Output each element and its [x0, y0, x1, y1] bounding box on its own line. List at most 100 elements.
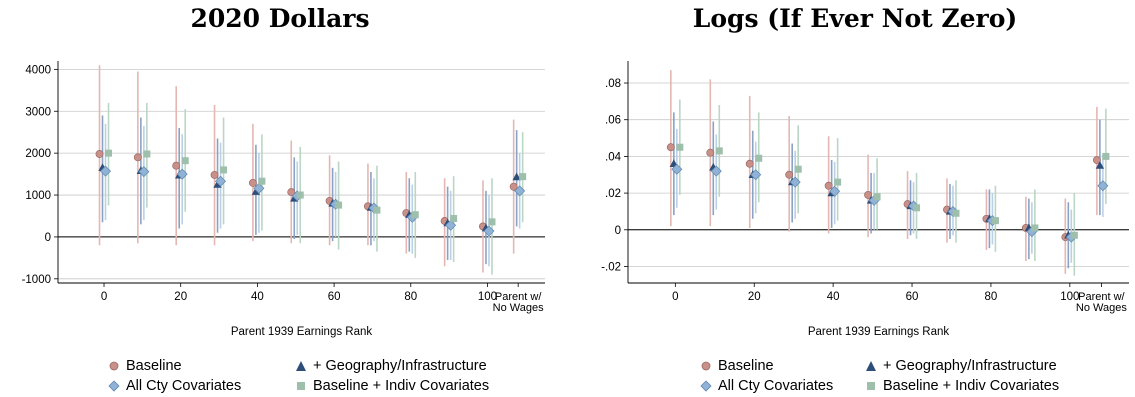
legend-label: All Cty Covariates — [126, 378, 242, 394]
legend-label: Baseline + Indiv Covariates — [313, 378, 490, 394]
legend-label: + Geography/Infrastructure — [313, 358, 487, 374]
x-axis-label: Parent 1939 Earnings Rank — [231, 326, 373, 338]
data-point-all-cty — [514, 185, 526, 197]
data-point-indiv — [258, 177, 266, 185]
legend-item-geography: + Geography/Infrastructure — [865, 358, 1057, 374]
data-point-indiv — [411, 211, 419, 219]
data-point-indiv — [450, 214, 458, 222]
data-point-baseline — [745, 159, 754, 168]
legend-label: Baseline + Indiv Covariates — [883, 378, 1060, 394]
chart-title: 2020 Dollars — [190, 4, 370, 33]
data-point-all-cty — [215, 175, 227, 187]
y-tick-label: -.02 — [601, 261, 621, 273]
data-point-all-cty — [138, 166, 150, 178]
data-point-baseline — [1092, 156, 1101, 165]
x-tick-label: Parent w/ — [1078, 291, 1125, 303]
x-tick-label: No Wages — [1076, 302, 1127, 314]
data-point-baseline — [824, 181, 833, 190]
data-point-all-cty — [750, 169, 762, 181]
data-point-indiv — [488, 218, 496, 226]
data-point-indiv — [181, 157, 189, 165]
data-point-indiv — [834, 178, 842, 186]
legend-item-indiv: Baseline + Indiv Covariates — [295, 378, 489, 394]
data-point-indiv — [296, 191, 304, 199]
data-point-baseline — [287, 188, 296, 197]
diamond-marker-icon — [108, 380, 120, 392]
data-point-indiv — [519, 173, 527, 181]
data-point-geography — [213, 180, 222, 188]
legend-label: All Cty Covariates — [718, 378, 834, 394]
legend-label: Baseline — [126, 358, 182, 374]
circle-marker-icon — [109, 361, 119, 371]
data-point-baseline — [95, 150, 104, 158]
data-point-indiv — [335, 201, 343, 209]
chart-panel-dollars: 2020 Dollars -1000 0 1000 2000 3000 4000 0 20 40… — [0, 0, 560, 397]
data-point-baseline — [133, 153, 142, 162]
data-point-baseline — [172, 161, 181, 170]
data-point-baseline — [706, 148, 715, 157]
triangle-marker-icon — [296, 361, 306, 372]
data-point-indiv — [220, 166, 228, 174]
x-tick-label: 100 — [478, 291, 497, 303]
legend-item-indiv: Baseline + Indiv Covariates — [865, 378, 1059, 394]
legend-item-all-cty: All Cty Covariates — [700, 378, 833, 394]
x-tick-label: No Wages — [493, 302, 544, 314]
y-tick-label: .08 — [605, 78, 621, 90]
data-point-all-cty — [445, 219, 457, 231]
y-tick-label: 1000 — [25, 190, 51, 202]
y-tick-label: -1000 — [22, 274, 51, 286]
data-point-all-cty — [176, 168, 188, 180]
data-point-all-cty — [100, 165, 112, 177]
x-tick-label: 80 — [404, 291, 417, 303]
chart-panel-logs: Logs (If Ever Not Zero) -.02 0 .02 .04 .06 .0… — [575, 0, 1135, 397]
data-point-indiv — [1102, 152, 1110, 160]
data-point-indiv — [373, 206, 381, 214]
data-point-baseline — [864, 190, 873, 199]
data-point-all-cty — [253, 182, 265, 194]
y-tick-label: .02 — [605, 188, 621, 200]
x-tick-label: 0 — [101, 291, 107, 303]
legend-label: + Geography/Infrastructure — [883, 358, 1057, 374]
legend-item-baseline: Baseline — [700, 358, 774, 374]
y-tick-label: 2000 — [25, 148, 51, 160]
data-point-indiv — [952, 209, 960, 217]
x-tick-label: 60 — [906, 291, 919, 303]
legend-label: Baseline — [718, 358, 774, 374]
data-point-indiv — [755, 154, 763, 162]
y-tick-label: 0 — [615, 225, 621, 237]
square-marker-icon — [297, 382, 305, 391]
legend-item-all-cty: All Cty Covariates — [108, 378, 241, 394]
y-tick-label: 3000 — [25, 106, 51, 118]
x-tick-label: 100 — [1060, 291, 1079, 303]
circle-marker-icon — [701, 361, 711, 371]
data-point-all-cty — [483, 225, 495, 237]
data-point-indiv — [991, 217, 999, 225]
data-point-baseline — [210, 170, 219, 179]
data-point-baseline — [248, 178, 257, 187]
data-point-indiv — [715, 147, 723, 155]
data-point-geography — [1095, 161, 1105, 169]
data-point-all-cty — [710, 165, 722, 177]
x-tick-label: 40 — [251, 291, 264, 303]
data-point-indiv — [143, 150, 151, 158]
x-tick-label: Parent w/ — [495, 291, 542, 303]
x-tick-label: 0 — [672, 291, 678, 303]
data-point-geography — [512, 172, 521, 181]
x-tick-label: 20 — [174, 291, 187, 303]
data-point-all-cty — [789, 176, 801, 188]
data-point-baseline — [666, 143, 675, 152]
data-point-all-cty — [671, 163, 683, 175]
data-point-indiv — [676, 143, 684, 151]
data-point-indiv — [105, 149, 113, 157]
x-tick-label: 40 — [827, 291, 840, 303]
y-tick-label: 4000 — [25, 64, 51, 76]
x-axis-label: Parent 1939 Earnings Rank — [808, 326, 950, 338]
data-point-indiv — [1031, 224, 1039, 232]
x-tick-label: 80 — [985, 291, 998, 303]
data-point-all-cty — [1097, 180, 1109, 192]
triangle-marker-icon — [866, 361, 876, 372]
data-point-indiv — [794, 165, 802, 173]
data-point-all-cty — [829, 185, 841, 197]
